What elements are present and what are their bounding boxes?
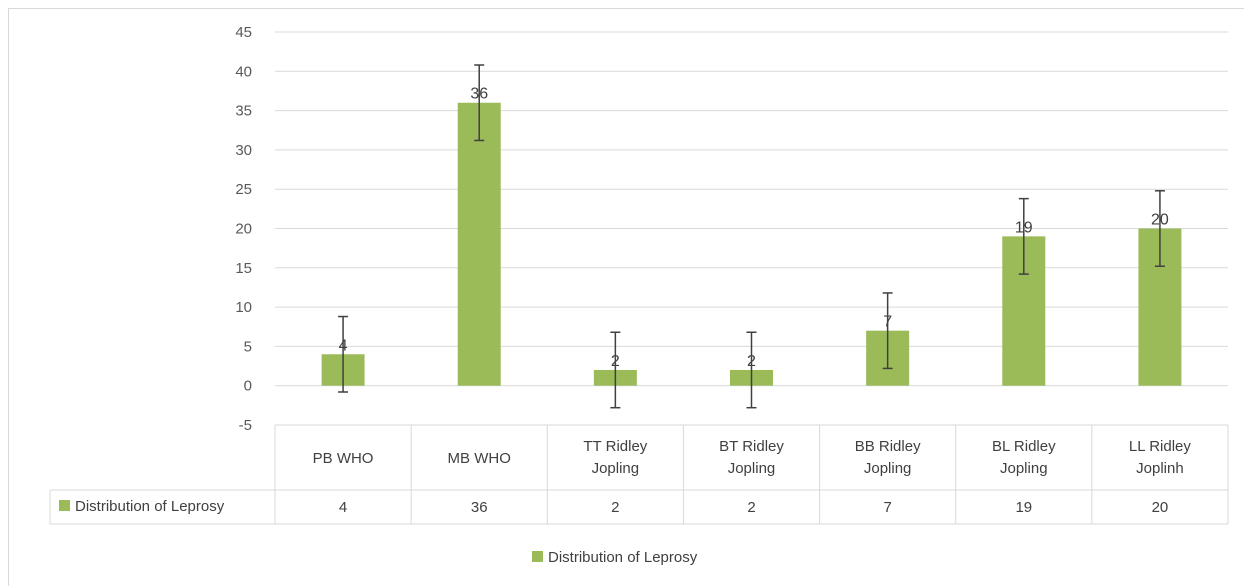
bars — [321, 102, 1182, 386]
category-label: PB WHO — [313, 450, 374, 467]
data-table: Distribution of Leprosy PB WHO 4 MB WHO 36 TT… — [49, 425, 1229, 525]
y-tick-label: 45 — [235, 24, 252, 41]
category-label: BL Ridley Jopling — [992, 438, 1056, 477]
table-value: 7 — [883, 499, 891, 516]
table-value: 19 — [1015, 499, 1032, 516]
table-value: 20 — [1152, 499, 1169, 516]
y-tick-label: -5 — [239, 417, 252, 434]
data-labels: 4 36 2 2 7 19 20 — [339, 86, 1169, 370]
y-tick-label: 30 — [235, 142, 252, 159]
table-value: 4 — [339, 499, 347, 516]
bar — [457, 102, 501, 386]
y-tick-label: 0 — [244, 378, 252, 395]
y-tick-label: 15 — [235, 260, 252, 277]
legend-swatch — [532, 551, 543, 562]
y-tick-label: 5 — [244, 338, 252, 355]
table-value: 2 — [611, 499, 619, 516]
y-tick-label: 20 — [235, 221, 252, 238]
data-label: 2 — [611, 353, 620, 370]
y-tick-label: 35 — [235, 103, 252, 120]
data-label: 36 — [470, 86, 488, 103]
data-label: 4 — [339, 337, 348, 354]
category-label: TT Ridley Jopling — [583, 438, 647, 477]
table-series-name: Distribution of Leprosy — [75, 498, 225, 515]
legend: Distribution of Leprosy — [532, 549, 698, 566]
category-label: LL Ridley Joplinh — [1129, 438, 1191, 477]
data-label: 2 — [747, 353, 756, 370]
error-bars — [338, 64, 1165, 409]
table-value: 2 — [747, 499, 755, 516]
data-label: 7 — [883, 314, 892, 331]
y-tick-label: 40 — [235, 63, 252, 80]
table-legend-key — [59, 500, 70, 511]
y-tick-label: 10 — [235, 299, 252, 316]
table-value: 36 — [471, 499, 488, 516]
category-label: BB Ridley Jopling — [855, 438, 921, 477]
chart-frame — [8, 8, 1244, 586]
category-label: MB WHO — [448, 450, 511, 467]
data-label: 19 — [1015, 219, 1033, 236]
legend-label: Distribution of Leprosy — [548, 549, 698, 566]
data-label: 20 — [1151, 212, 1169, 229]
y-axis: -5 0 5 10 15 20 25 30 35 40 45 — [235, 24, 252, 434]
category-label: BT Ridley Jopling — [719, 438, 784, 477]
y-tick-label: 25 — [235, 181, 252, 198]
